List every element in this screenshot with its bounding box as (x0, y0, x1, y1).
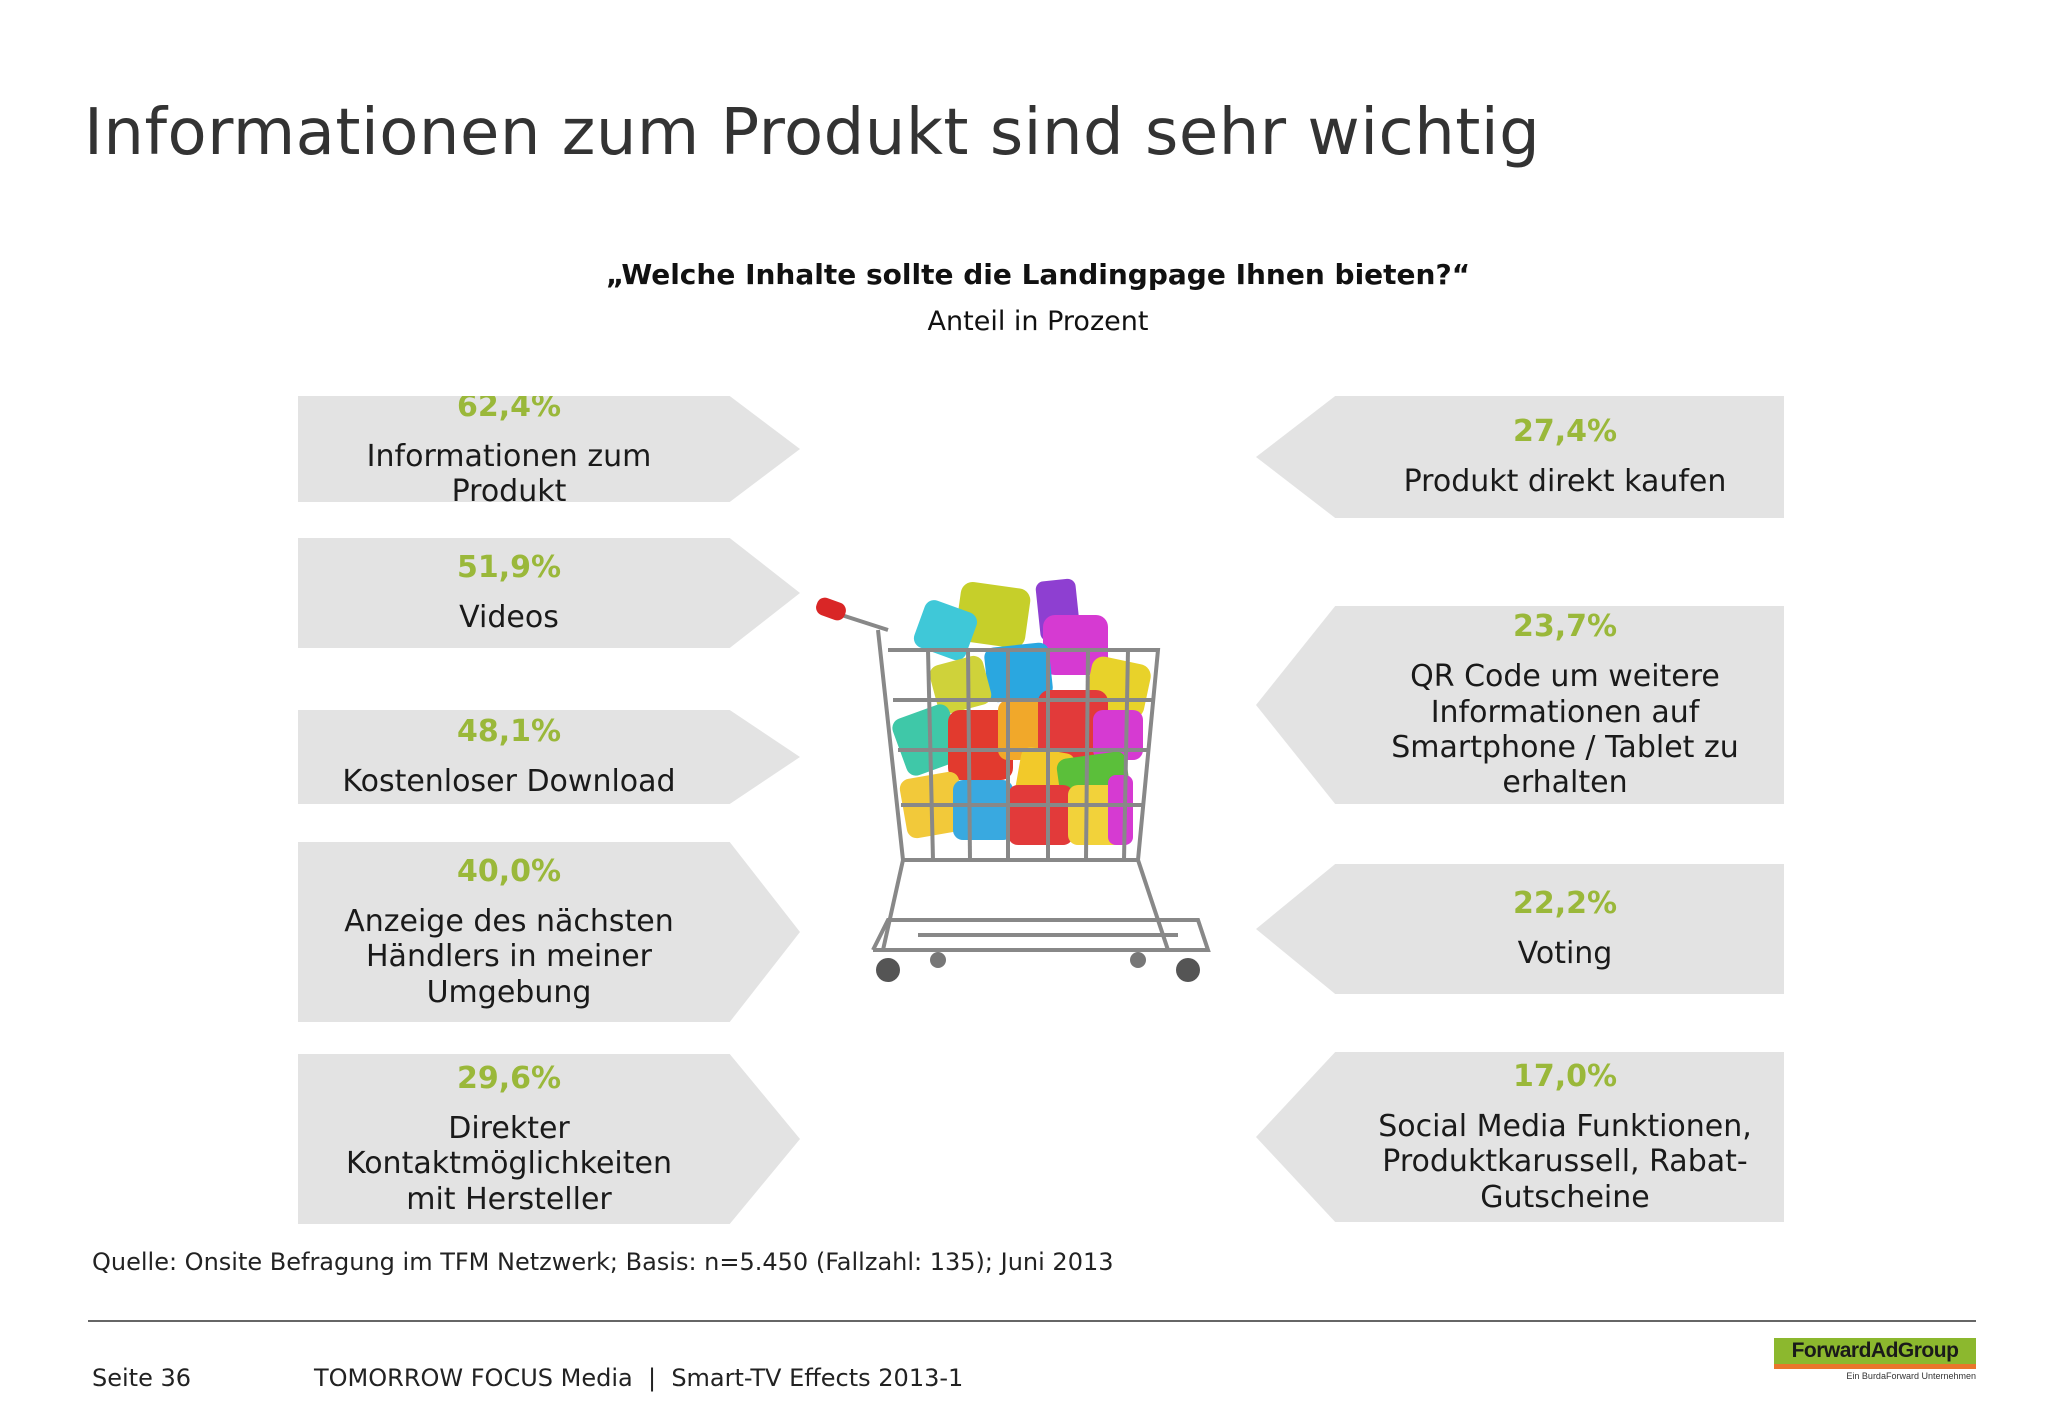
left-item-2-label: Videos (459, 600, 559, 636)
left-item-2-percent: 51,9% (456, 550, 562, 586)
cart-wheel-small-left (930, 952, 946, 968)
left-item-5-label: Direkter Kontaktmöglichkeiten mit Herste… (346, 1110, 672, 1217)
page-number: Seite 36 (92, 1364, 192, 1392)
footer-divider (88, 1320, 1976, 1322)
right-item-3: 22,2% Voting (1256, 864, 1784, 994)
right-item-2: 23,7% QR Code um weitere Informationen a… (1256, 606, 1784, 804)
right-item-1: 27,4% Produkt direkt kaufen (1256, 396, 1784, 518)
shopping-cart-icon (816, 578, 1211, 982)
right-item-3-percent: 22,2% (1512, 886, 1618, 922)
left-item-3-percent: 48,1% (456, 714, 562, 750)
right-item-4-percent: 17,0% (1512, 1058, 1618, 1094)
page-title: Informationen zum Produkt sind sehr wich… (84, 96, 1541, 170)
right-item-1-label: Produkt direkt kaufen (1403, 464, 1727, 500)
left-item-3: 48,1% Kostenloser Download (298, 710, 800, 804)
left-item-1: 62,4% Informationen zum Produkt (298, 396, 800, 502)
forwardadgroup-logo: ForwardAdGroup Ein BurdaForward Unterneh… (1774, 1338, 1976, 1381)
cart-wheel-right (1176, 958, 1200, 982)
left-item-5-percent: 29,6% (456, 1060, 562, 1096)
cart-wheel-small-right (1130, 952, 1146, 968)
right-item-2-percent: 23,7% (1512, 609, 1618, 645)
left-item-5: 29,6% Direkter Kontaktmöglichkeiten mit … (298, 1054, 800, 1224)
right-item-4-label: Social Media Funktionen, Produktkarussel… (1378, 1108, 1752, 1215)
left-item-2: 51,9% Videos (298, 538, 800, 648)
left-item-1-percent: 62,4% (456, 388, 562, 424)
survey-subtitle: Anteil in Prozent (927, 306, 1149, 337)
left-item-1-label: Informationen zum Produkt (366, 438, 652, 509)
right-item-3-label: Voting (1517, 936, 1613, 972)
footer-text: TOMORROW FOCUS Media | Smart-TV Effects … (314, 1364, 964, 1392)
logo-subtext: Ein BurdaForward Unternehmen (1846, 1371, 1976, 1381)
right-item-2-label: QR Code um weitere Informationen auf Sma… (1391, 659, 1739, 801)
cart-frame (825, 608, 1211, 952)
left-item-4-label: Anzeige des nächsten Händlers in meiner … (344, 903, 674, 1010)
left-item-4-percent: 40,0% (456, 853, 562, 889)
survey-question: „Welche Inhalte sollte die Landingpage I… (605, 258, 1471, 291)
cart-wheel-left (876, 958, 900, 982)
logo-text: ForwardAdGroup (1774, 1338, 1976, 1369)
cart-handle (816, 597, 846, 621)
left-item-4: 40,0% Anzeige des nächsten Händlers in m… (298, 842, 800, 1022)
right-item-4: 17,0% Social Media Funktionen, Produktka… (1256, 1052, 1784, 1222)
right-item-1-percent: 27,4% (1512, 414, 1618, 450)
left-item-3-label: Kostenloser Download (342, 764, 676, 800)
source-note: Quelle: Onsite Befragung im TFM Netzwerk… (92, 1248, 1114, 1276)
